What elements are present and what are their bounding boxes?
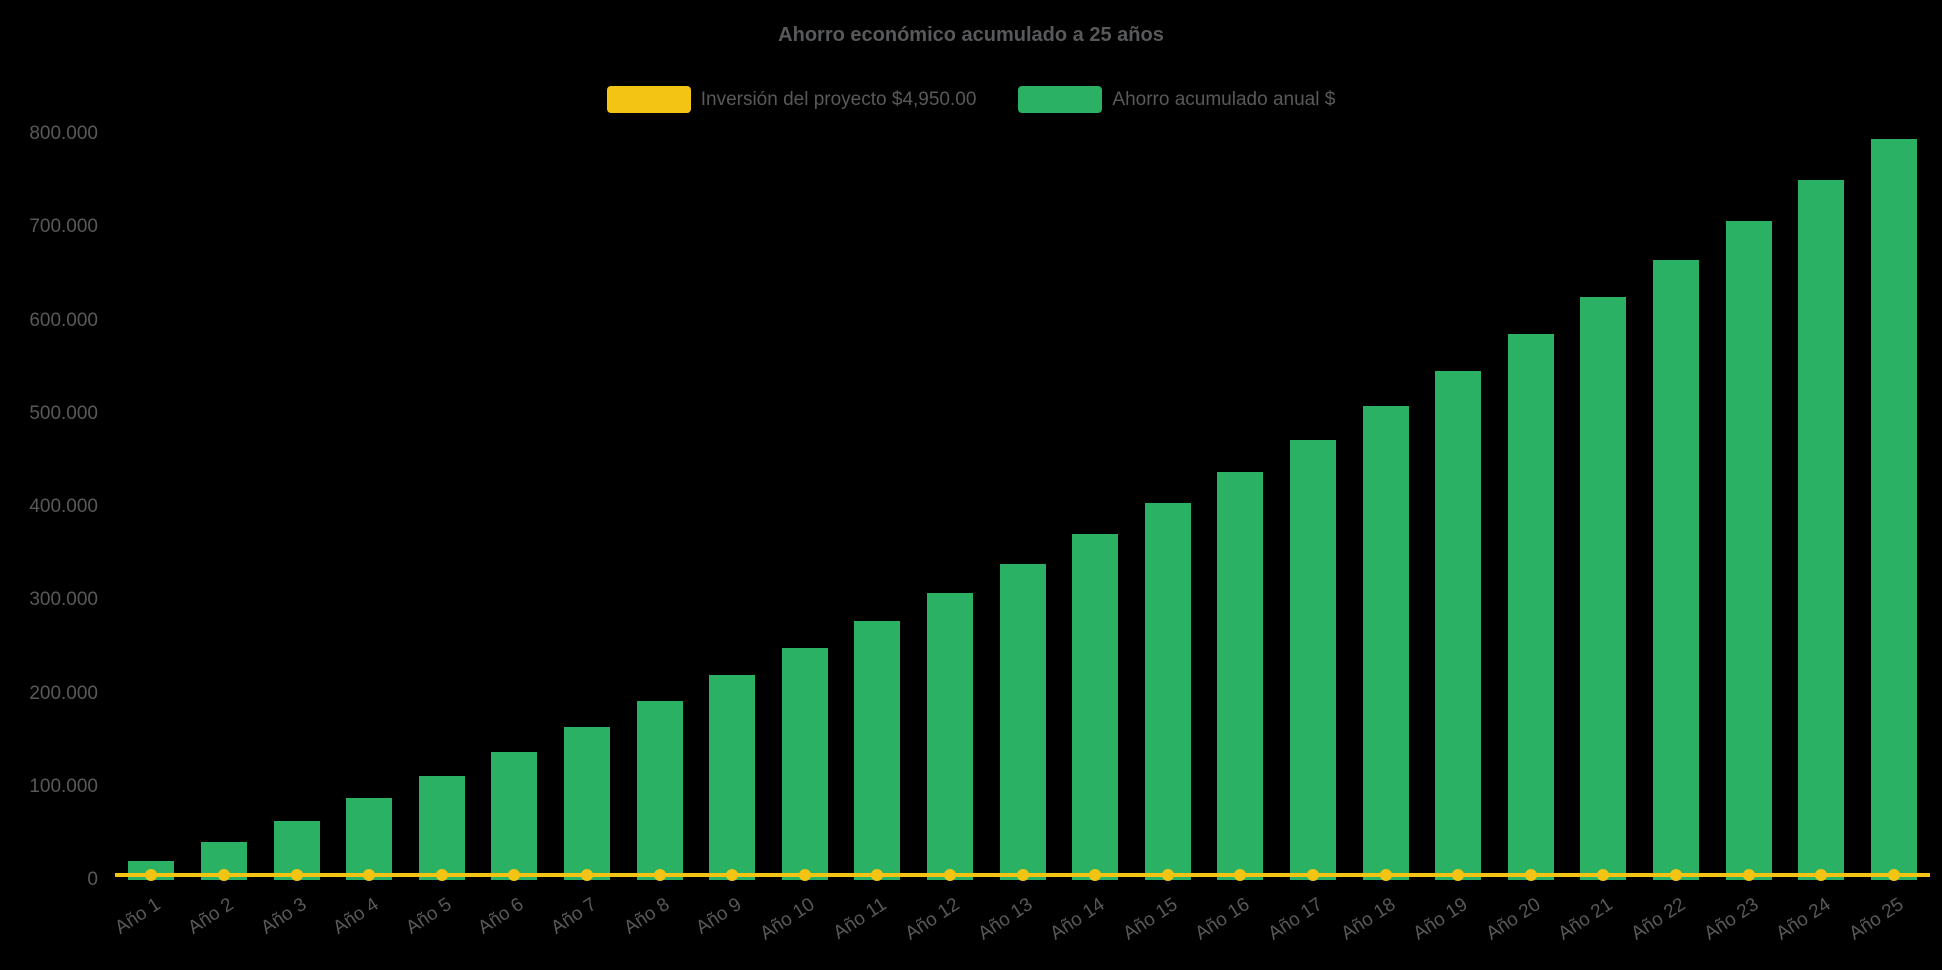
line-point[interactable] xyxy=(145,869,158,882)
y-axis-tick-label: 800.000 xyxy=(29,123,98,144)
bar[interactable] xyxy=(1072,534,1119,880)
line-point[interactable] xyxy=(1089,869,1102,882)
bar[interactable] xyxy=(1144,503,1191,880)
line-point[interactable] xyxy=(290,869,303,882)
bar[interactable] xyxy=(781,647,828,880)
bar[interactable] xyxy=(709,674,756,880)
line-point[interactable] xyxy=(1161,869,1174,882)
bar[interactable] xyxy=(999,563,1046,880)
line-point[interactable] xyxy=(1597,869,1610,882)
bar[interactable] xyxy=(636,700,683,880)
y-axis-tick-label: 200.000 xyxy=(29,682,98,704)
line-point[interactable] xyxy=(508,869,521,882)
bar[interactable] xyxy=(418,775,465,880)
bar[interactable] xyxy=(491,752,538,880)
line-point[interactable] xyxy=(1234,869,1247,882)
legend-swatch-investment xyxy=(606,86,691,113)
y-axis-tick-label: 100.000 xyxy=(29,775,98,797)
bar[interactable] xyxy=(1870,138,1917,880)
bar[interactable] xyxy=(1725,220,1772,880)
bar[interactable] xyxy=(346,797,393,880)
legend: Inversión del proyecto $4,950.00 Ahorro … xyxy=(0,86,1942,113)
legend-label-savings: Ahorro acumulado anual $ xyxy=(1112,88,1336,110)
line-point[interactable] xyxy=(1379,869,1392,882)
y-axis-tick-label: 400.000 xyxy=(29,496,98,517)
bar[interactable] xyxy=(1362,406,1409,880)
line-point[interactable] xyxy=(1815,869,1828,882)
y-axis-tick-label: 0 xyxy=(87,869,98,890)
bar[interactable] xyxy=(1217,472,1264,880)
line-point[interactable] xyxy=(798,869,811,882)
line-point[interactable] xyxy=(726,869,739,882)
line-point[interactable] xyxy=(1306,869,1319,882)
line-point[interactable] xyxy=(1452,869,1465,882)
chart-title: Ahorro económico acumulado a 25 años xyxy=(778,24,1164,46)
bar[interactable] xyxy=(1435,370,1482,880)
legend-swatch-savings xyxy=(1018,86,1103,113)
bar[interactable] xyxy=(854,620,901,880)
bar[interactable] xyxy=(1507,334,1554,880)
line-point[interactable] xyxy=(871,869,884,882)
line-point[interactable] xyxy=(580,869,593,882)
bar[interactable] xyxy=(1652,259,1699,880)
line-point[interactable] xyxy=(1742,869,1755,882)
bar[interactable] xyxy=(1580,297,1627,880)
bar[interactable] xyxy=(926,592,973,880)
line-point[interactable] xyxy=(1016,869,1029,882)
y-axis-tick-label: 300.000 xyxy=(29,589,98,611)
y-axis-tick-label: 700.000 xyxy=(29,216,98,238)
line-point[interactable] xyxy=(217,869,230,882)
legend-item-savings[interactable]: Ahorro acumulado anual $ xyxy=(1018,86,1335,113)
y-axis-tick-label: 600.000 xyxy=(29,309,98,331)
line-point[interactable] xyxy=(943,869,956,882)
bar[interactable] xyxy=(1289,439,1336,880)
line-point[interactable] xyxy=(1887,869,1900,882)
line-point[interactable] xyxy=(363,869,376,882)
line-point[interactable] xyxy=(1669,869,1682,882)
bar[interactable] xyxy=(1798,179,1845,880)
y-axis-tick-label: 500.000 xyxy=(29,402,98,424)
line-point[interactable] xyxy=(653,869,666,882)
legend-label-investment: Inversión del proyecto $4,950.00 xyxy=(700,88,977,110)
line-point[interactable] xyxy=(435,869,448,882)
legend-item-investment[interactable]: Inversión del proyecto $4,950.00 xyxy=(606,86,977,113)
line-point[interactable] xyxy=(1524,869,1537,882)
bar[interactable] xyxy=(563,727,610,880)
